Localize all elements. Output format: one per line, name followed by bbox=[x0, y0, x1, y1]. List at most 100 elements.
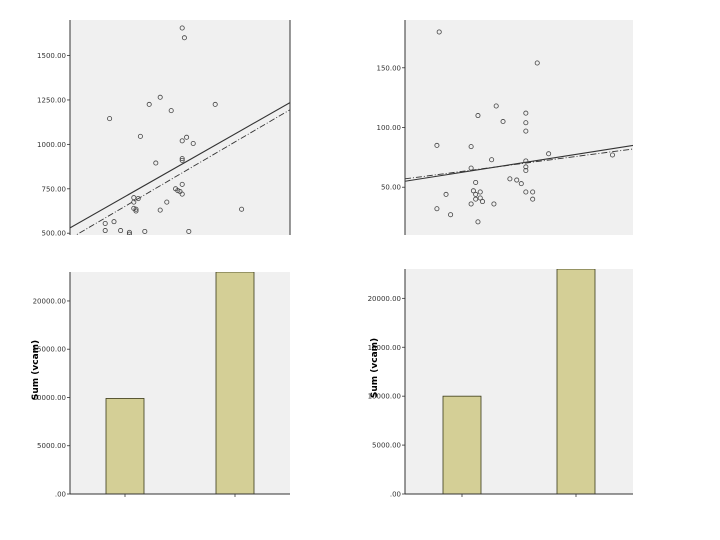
y-axis-title: Sum (vcam) bbox=[31, 340, 41, 400]
scatter-point bbox=[157, 94, 163, 100]
fit-line-solid bbox=[70, 102, 290, 229]
scatter-point bbox=[186, 228, 192, 234]
fit-line-dashdot bbox=[405, 148, 633, 180]
y-tick-label: 1250.00 bbox=[37, 96, 66, 104]
scatter-point bbox=[239, 206, 245, 212]
y-tick-label: 15000.00 bbox=[368, 344, 401, 352]
fit-line-dashdot bbox=[75, 109, 290, 235]
scatter-point bbox=[470, 188, 476, 194]
plot-marks bbox=[105, 272, 255, 494]
scatter-point bbox=[175, 188, 181, 194]
scatter-point bbox=[493, 103, 499, 109]
scatter-point bbox=[181, 35, 187, 41]
y-tick-label: .00 bbox=[390, 491, 401, 499]
y-tick-label: 150.00 bbox=[377, 64, 402, 72]
scatter-point bbox=[184, 134, 190, 140]
scatter-point bbox=[131, 199, 137, 205]
scatter-point bbox=[523, 164, 529, 170]
scatter-point bbox=[514, 177, 520, 183]
scatter-point bbox=[131, 205, 137, 211]
y-tick-label: 100.00 bbox=[377, 124, 402, 132]
scatter-point bbox=[609, 152, 615, 158]
bar bbox=[105, 398, 145, 494]
y-tick-label: 50.00 bbox=[381, 184, 401, 192]
scatter-point bbox=[523, 110, 529, 116]
scatter-point bbox=[177, 188, 183, 194]
scatter-point bbox=[126, 229, 132, 235]
y-tick-label: 20000.00 bbox=[33, 297, 66, 305]
y-tick-label: 20000.00 bbox=[368, 295, 401, 303]
scatter-point bbox=[153, 160, 159, 166]
scatter-point bbox=[477, 195, 483, 201]
scatter-point bbox=[468, 144, 474, 150]
scatter-point bbox=[102, 220, 108, 226]
plot-background bbox=[70, 272, 290, 494]
scatter-point bbox=[164, 199, 170, 205]
y-axis-title: Sum (vcam) bbox=[370, 338, 380, 398]
scatter-point bbox=[473, 196, 479, 202]
scatter-point bbox=[212, 101, 218, 107]
scatter-point bbox=[500, 119, 506, 125]
scatter-point bbox=[530, 189, 536, 195]
scatter-point bbox=[475, 219, 481, 225]
scatter-point bbox=[157, 207, 163, 213]
scatter-point bbox=[434, 142, 440, 148]
scatter-plot-right: 50.00 100.00 150.00 bbox=[377, 20, 633, 235]
scatter-point bbox=[473, 179, 479, 185]
scatter-point bbox=[179, 157, 185, 163]
plot-background bbox=[405, 20, 633, 235]
scatter-point bbox=[190, 140, 196, 146]
y-tick-label: 750.00 bbox=[42, 185, 67, 193]
y-tick-label: 5000.00 bbox=[372, 442, 401, 450]
scatter-point bbox=[434, 206, 440, 212]
bar-chart-left: .00 5000.00 10000.00 15000.00 20000.00 Sum (v… bbox=[31, 272, 290, 499]
plot-background bbox=[405, 269, 633, 494]
scatter-point bbox=[137, 133, 143, 139]
scatter-point bbox=[518, 181, 524, 187]
scatter-point bbox=[523, 120, 529, 126]
plot-marks bbox=[442, 269, 596, 494]
scatter-point bbox=[534, 60, 540, 66]
scatter-point bbox=[546, 151, 552, 157]
bar bbox=[556, 269, 596, 494]
scatter-point bbox=[142, 228, 148, 234]
scatter-point bbox=[436, 29, 442, 35]
y-tick-label: 5000.00 bbox=[37, 442, 66, 450]
scatter-point bbox=[523, 128, 529, 134]
scatter-point bbox=[118, 228, 124, 234]
scatter-point bbox=[477, 189, 483, 195]
scatter-point bbox=[473, 191, 479, 197]
scatter-point bbox=[468, 165, 474, 171]
scatter-point bbox=[523, 167, 529, 173]
scatter-point bbox=[491, 201, 497, 207]
scatter-point bbox=[179, 25, 185, 31]
bar bbox=[442, 395, 482, 494]
scatter-point bbox=[179, 181, 185, 187]
scatter-point bbox=[102, 228, 108, 234]
scatter-plot-left: 500.00 750.00 1000.00 1250.00 1500.00 bbox=[37, 20, 291, 238]
bar bbox=[215, 272, 255, 494]
scatter-point bbox=[126, 231, 132, 235]
y-tick-label: 1500.00 bbox=[37, 52, 66, 60]
plot-background bbox=[70, 20, 290, 235]
bar-chart-right: .00 5000.00 10000.00 15000.00 20000.00 Sum (v… bbox=[368, 269, 633, 499]
scatter-point bbox=[468, 201, 474, 207]
scatter-point bbox=[530, 196, 536, 202]
y-tick-label: .00 bbox=[55, 491, 66, 499]
y-tick-label: 10000.00 bbox=[368, 393, 401, 401]
y-tick-label: 500.00 bbox=[42, 230, 67, 238]
scatter-point bbox=[507, 176, 513, 182]
scatter-point bbox=[523, 189, 529, 195]
y-tick-label: 15000.00 bbox=[33, 346, 66, 354]
scatter-point bbox=[111, 219, 117, 225]
scatter-point bbox=[133, 206, 139, 212]
y-tick-label: 1000.00 bbox=[37, 141, 66, 149]
plot-marks bbox=[70, 25, 290, 235]
scatter-point bbox=[443, 191, 449, 197]
scatter-point bbox=[179, 156, 185, 162]
plot-marks bbox=[405, 29, 633, 225]
scatter-point bbox=[168, 108, 174, 114]
scatter-point bbox=[146, 101, 152, 107]
y-tick-label: 10000.00 bbox=[33, 394, 66, 402]
